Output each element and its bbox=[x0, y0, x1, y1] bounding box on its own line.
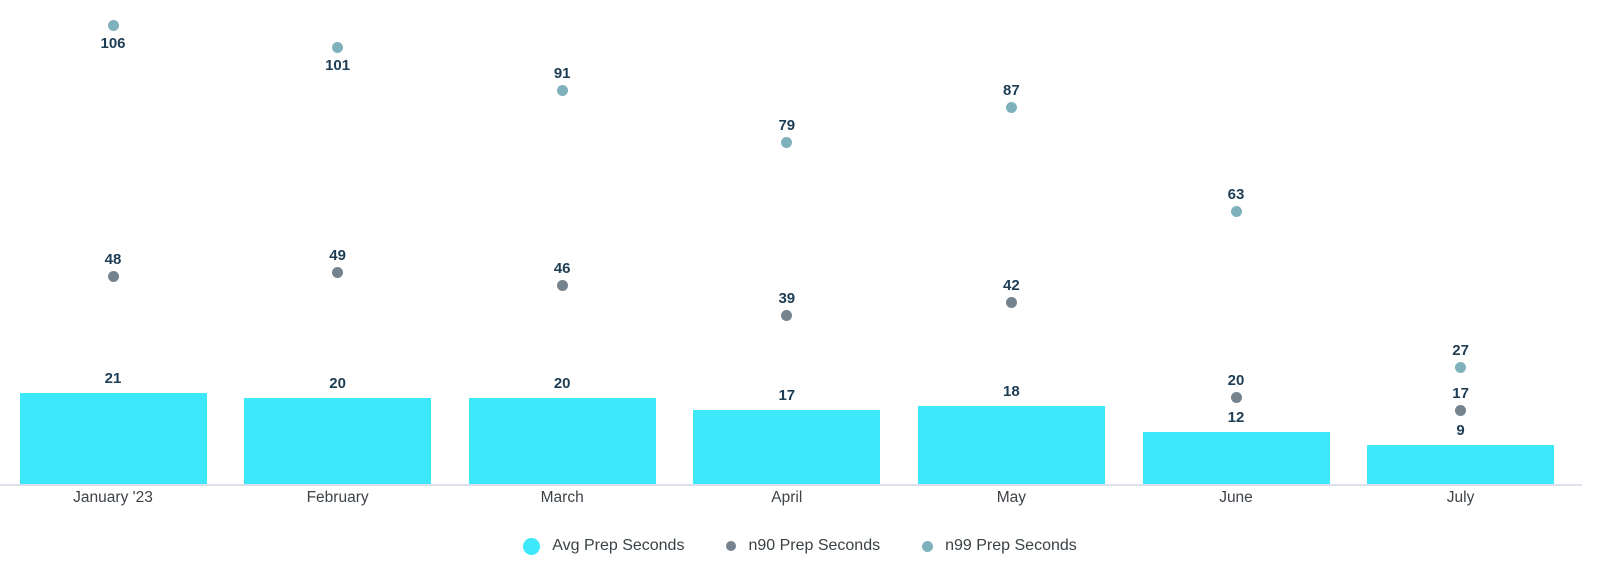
legend-label: Avg Prep Seconds bbox=[552, 537, 685, 554]
legend-label: n99 Prep Seconds bbox=[945, 537, 1077, 554]
bar-value-label: 21 bbox=[104, 370, 122, 388]
x-axis-category-label: January '23 bbox=[73, 489, 153, 506]
point-value-label: 63 bbox=[1227, 185, 1245, 203]
n99-prep-seconds-point[interactable] bbox=[332, 41, 344, 53]
avg-prep-seconds-swatch-icon bbox=[523, 537, 541, 555]
legend-item-n90-prep-seconds[interactable]: n90 Prep Seconds bbox=[726, 536, 880, 556]
point-value-label: 79 bbox=[778, 116, 796, 134]
avg-prep-seconds-bar[interactable] bbox=[468, 397, 656, 484]
x-axis-category-label: May bbox=[996, 489, 1027, 506]
legend-label: n90 Prep Seconds bbox=[748, 537, 881, 554]
bar-value-label: 17 bbox=[778, 387, 796, 405]
bar-value-label: 20 bbox=[553, 374, 571, 392]
n99-prep-seconds-point[interactable] bbox=[107, 19, 119, 31]
legend-item-avg-prep-seconds[interactable]: Avg Prep Seconds bbox=[523, 536, 684, 556]
n90-prep-seconds-swatch-icon bbox=[726, 541, 737, 551]
point-value-label: 46 bbox=[553, 259, 571, 277]
n99-prep-seconds-point[interactable] bbox=[1005, 102, 1017, 114]
chart-legend: Avg Prep Seconds n90 Prep Seconds n99 Pr… bbox=[0, 535, 1600, 557]
avg-prep-seconds-bar[interactable] bbox=[19, 393, 207, 484]
n99-prep-seconds-point[interactable] bbox=[1455, 361, 1467, 373]
x-axis-category-label: July bbox=[1446, 489, 1475, 506]
avg-prep-seconds-bar[interactable] bbox=[1367, 445, 1555, 484]
n99-prep-seconds-point[interactable] bbox=[781, 136, 793, 148]
n90-prep-seconds-point[interactable] bbox=[107, 270, 119, 282]
n99-prep-seconds-swatch-icon bbox=[922, 540, 934, 552]
x-axis-category-label: March bbox=[540, 489, 584, 506]
bar-value-label: 18 bbox=[1003, 383, 1020, 401]
avg-prep-seconds-bar[interactable] bbox=[917, 406, 1105, 484]
n99-prep-seconds-point[interactable] bbox=[1230, 205, 1242, 217]
avg-prep-seconds-bar[interactable] bbox=[693, 410, 881, 484]
n99-prep-seconds-point[interactable] bbox=[556, 84, 568, 96]
point-value-label: 87 bbox=[1003, 82, 1020, 100]
avg-prep-seconds-bar[interactable] bbox=[1142, 432, 1330, 484]
bar-value-label: 12 bbox=[1227, 409, 1245, 427]
point-value-label: 42 bbox=[1003, 276, 1020, 294]
x-axis-baseline bbox=[0, 484, 1582, 486]
n90-prep-seconds-point[interactable] bbox=[1455, 404, 1467, 416]
point-value-label: 91 bbox=[553, 64, 571, 82]
point-value-label: 106 bbox=[100, 34, 126, 52]
n90-prep-seconds-point[interactable] bbox=[1005, 296, 1017, 308]
n90-prep-seconds-point[interactable] bbox=[332, 266, 344, 278]
avg-prep-seconds-bar[interactable] bbox=[244, 397, 432, 484]
point-value-label: 17 bbox=[1452, 384, 1469, 402]
point-value-label: 27 bbox=[1452, 341, 1469, 359]
x-axis-category-label: February bbox=[306, 489, 369, 506]
x-axis-category-label: June bbox=[1219, 489, 1253, 506]
point-value-label: 101 bbox=[325, 56, 351, 74]
n90-prep-seconds-point[interactable] bbox=[556, 279, 568, 291]
bar-value-label: 20 bbox=[329, 374, 346, 392]
point-value-label: 48 bbox=[104, 250, 122, 268]
n90-prep-seconds-point[interactable] bbox=[781, 309, 793, 321]
n90-prep-seconds-point[interactable] bbox=[1230, 392, 1242, 403]
point-value-label: 49 bbox=[329, 246, 346, 264]
x-axis-category-label: April bbox=[771, 489, 803, 506]
point-value-label: 20 bbox=[1227, 372, 1245, 389]
bar-value-label: 9 bbox=[1456, 422, 1465, 440]
legend-item-n99-prep-seconds[interactable]: n99 Prep Seconds bbox=[922, 536, 1077, 556]
point-value-label: 39 bbox=[778, 289, 796, 307]
